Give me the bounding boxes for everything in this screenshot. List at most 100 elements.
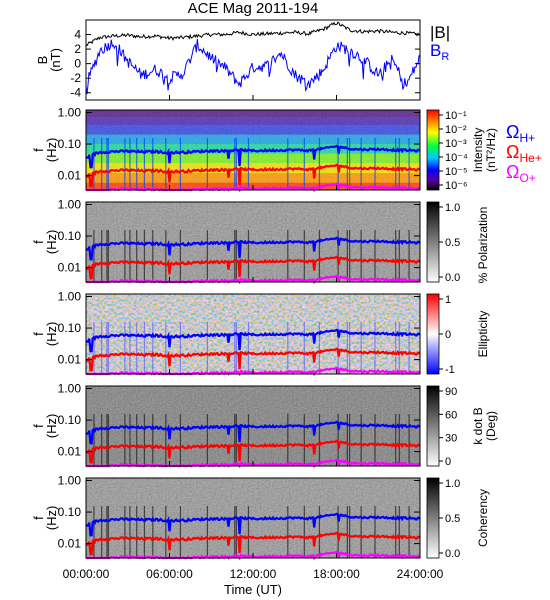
ellipticity-stripe	[107, 322, 109, 374]
polarization-stripe	[165, 230, 167, 282]
intensity-stripe	[303, 138, 305, 190]
polarization-stripe	[107, 230, 109, 282]
coherency-stripe	[93, 506, 95, 558]
intensity-stripe	[318, 138, 321, 190]
kdotb-y-tick-label: 0.10	[58, 413, 82, 427]
polarization-colorbar-label: % Polarization	[476, 207, 490, 284]
kdotb-stripe	[395, 414, 397, 466]
coherency-colorbar	[426, 477, 440, 559]
kdotb-stripe	[152, 414, 154, 466]
kdotb-colorbar-tick-label: 30	[445, 433, 457, 445]
coherency-stripe	[360, 506, 362, 558]
kdotb-stripe	[303, 414, 305, 466]
polarization-stripe	[318, 230, 321, 282]
kdotb-stripe	[143, 414, 146, 466]
ellipticity-y-tick-label: 0.10	[58, 321, 82, 335]
ellipticity-stripe	[234, 322, 236, 374]
b-field-y-tick-label: 0	[74, 57, 81, 71]
ellipticity-colorbar-ticks: 1 0 -1	[439, 294, 455, 376]
ellipticity-stripe	[247, 322, 250, 374]
polarization-stripe	[136, 230, 138, 282]
b-field-y-tick-label: -2	[70, 71, 81, 85]
polarization-stripe	[360, 230, 362, 282]
intensity-panel: 1.00 0.10 0.01 f (Hz) 10⁻¹ 10⁻² 10⁻³ 10⁻⁴ 10⁻⁵…	[31, 105, 542, 193]
coherency-colorbar-tick-label: 0.5	[445, 513, 460, 525]
kdotb-stripe	[318, 414, 321, 466]
coherency-y-tick-label: 1.00	[58, 473, 82, 487]
b-series-radial-line	[86, 38, 420, 95]
polarization-gyro-line-H	[85, 236, 421, 261]
polarization-colorbar-tick-label: 1.0	[445, 202, 460, 214]
kdotb-stripe	[101, 414, 103, 466]
kdotb-vertical-stripes	[93, 414, 410, 466]
ellipticity-stripe	[124, 322, 126, 374]
kdotb-y-label: f	[31, 424, 46, 428]
intensity-stripe	[165, 138, 167, 190]
coherency-y-tick-label: 0.01	[58, 537, 82, 551]
ellipticity-stripe	[360, 322, 362, 374]
intensity-y-label: f	[31, 148, 46, 152]
polarization-vertical-stripes	[93, 230, 410, 282]
time-tick-label: 00:00:00	[63, 567, 110, 581]
coherency-stripe	[287, 506, 289, 558]
coherency-y-tick-label: 0.10	[58, 505, 82, 519]
intensity-colorbar-tick-label: 10⁻²	[445, 124, 467, 136]
b-field-y-label: B	[35, 56, 50, 65]
coherency-colorbar-ticks: 1.0 0.5 0.0	[439, 478, 460, 560]
kdotb-stripe	[398, 414, 400, 466]
polarization-stripe	[337, 230, 339, 282]
intensity-stripe	[206, 138, 209, 190]
kdotb-stripe	[124, 414, 126, 466]
coherency-stripe	[374, 506, 376, 558]
intensity-y-tick-label: 0.01	[58, 169, 82, 183]
intensity-stripe	[360, 138, 362, 190]
time-tick-label: 12:00:00	[230, 567, 277, 581]
ellipticity-y-tick-label: 0.01	[58, 353, 82, 367]
intensity-colorbar-tick-label: 10⁻³	[445, 138, 467, 150]
coherency-stripe	[395, 506, 397, 558]
polarization-stripe	[346, 230, 348, 282]
kdotb-stripe	[349, 414, 351, 466]
intensity-stripe	[408, 138, 410, 190]
time-tick-label: 24:00:00	[397, 567, 444, 581]
coherency-stripe	[143, 506, 146, 558]
coherency-stripe	[398, 506, 400, 558]
intensity-y-tick-label: 0.10	[58, 137, 82, 151]
ellipticity-colorbar-tick-label: 0	[445, 329, 451, 341]
legend-b-radial-sub: R	[441, 51, 449, 63]
coherency-stripe	[234, 506, 236, 558]
b-field-y-ticks: 420-2-4	[70, 28, 420, 100]
kdotb-stripe	[337, 414, 339, 466]
kdotb-colorbar	[426, 385, 440, 467]
intensity-stripe	[107, 138, 109, 190]
intensity-stripe	[337, 138, 339, 190]
intensity-stripe	[234, 138, 236, 190]
ellipticity-colorbar-tick-label: 1	[445, 294, 451, 306]
ellipticity-stripe	[165, 322, 167, 374]
kdotb-stripe	[179, 414, 182, 466]
polarization-gyro-line-He	[85, 255, 421, 280]
coherency-gyro-line-H	[85, 512, 421, 537]
coherency-y-label: f	[31, 516, 46, 520]
polarization-panel: 1.00 0.10 0.01 f (Hz) 1.0 0.5 0.0 % Polariza…	[31, 197, 490, 285]
b-field-frame	[85, 19, 421, 101]
ellipticity-stripe	[152, 322, 154, 374]
ellipticity-y-tick-label: 1.00	[58, 289, 82, 303]
polarization-y-tick-label: 1.00	[58, 197, 82, 211]
intensity-stripe	[101, 138, 103, 190]
ellipticity-stripe	[337, 322, 339, 374]
polarization-y-unit: (Hz)	[44, 230, 59, 255]
kdotb-gyro-line-H	[85, 420, 421, 445]
polarization-stripe	[179, 230, 182, 282]
coherency-panel: 1.00 0.10 0.01 f (Hz) 1.0 0.5 0.0 Coherency	[31, 473, 490, 561]
intensity-stripe	[374, 138, 376, 190]
ellipticity-gyro-line-H	[85, 328, 421, 353]
polarization-stripe	[398, 230, 400, 282]
intensity-colorbar-tick-label: 10⁻⁶	[445, 180, 468, 192]
polarization-stripe	[101, 230, 103, 282]
polarization-stripe	[129, 230, 131, 282]
polarization-colorbar	[426, 201, 440, 283]
ellipticity-stripe	[101, 322, 103, 374]
intensity-y-unit: (Hz)	[44, 138, 59, 163]
intensity-y-tick-label: 1.00	[58, 105, 82, 119]
